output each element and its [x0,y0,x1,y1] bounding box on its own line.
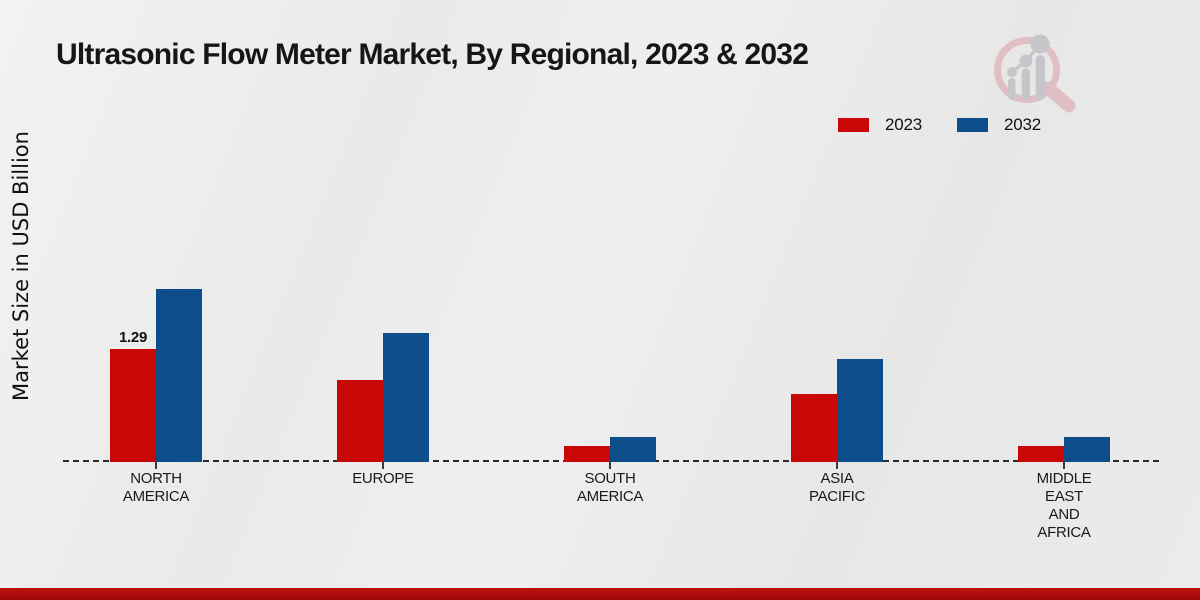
bar-2032-asia-pacific [837,359,883,462]
bar-2023-north-america [110,349,156,462]
bar-2023-middle-east-and-africa [1018,446,1064,462]
category-label-asia-pacific: ASIA PACIFIC [809,470,865,505]
category-label-south-america: SOUTH AMERICA [576,470,644,505]
y-axis-label: Market Size in USD Billion [9,131,33,401]
bar-2032-north-america [156,289,202,462]
bar-2023-south-america [564,446,610,462]
bar-2032-europe [383,333,429,462]
legend: 2023 2032 [838,115,1041,135]
legend-label-2023: 2023 [885,115,923,134]
legend-swatch-2023 [838,118,869,132]
axis-tick-south-america [609,462,611,469]
category-label-north-america: NORTH AMERICA [122,470,190,505]
legend-swatch-2032 [957,118,989,132]
bar-2032-south-america [610,437,656,462]
axis-tick-north-america [155,462,157,469]
category-label-europe: EUROPE [352,470,414,487]
legend-label-2032: 2032 [1004,115,1042,134]
bar-2023-europe [337,380,383,462]
magnifier-bar-chart-watermark-icon [994,34,1076,113]
bar-2023-asia-pacific [791,394,837,462]
axis-tick-asia-pacific [836,462,838,469]
chart-title: Ultrasonic Flow Meter Market, By Regiona… [56,38,809,71]
axis-tick-middle-east-and-africa [1063,462,1065,469]
legend-item-2032: 2032 [957,115,1041,135]
axis-tick-europe [382,462,384,469]
legend-item-2023: 2023 [838,115,922,135]
bar-2032-middle-east-and-africa [1064,437,1110,462]
footer-accent-bar [0,588,1200,600]
category-label-middle-east-and-africa: MIDDLE EAST AND AFRICA [1036,470,1092,541]
bar-value-label-north-america: 1.29 [119,329,147,346]
